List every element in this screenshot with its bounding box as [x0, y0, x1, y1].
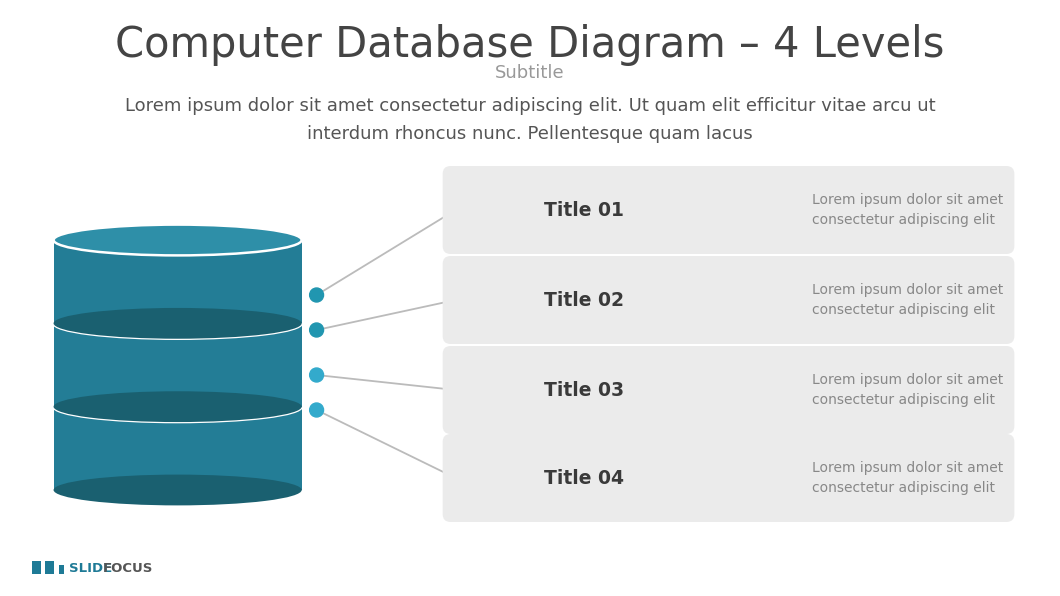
FancyBboxPatch shape — [32, 561, 40, 574]
Text: FOCUS: FOCUS — [103, 561, 154, 575]
Ellipse shape — [54, 308, 302, 339]
FancyBboxPatch shape — [443, 434, 1014, 522]
Text: Computer Database Diagram – 4 Levels: Computer Database Diagram – 4 Levels — [116, 24, 944, 66]
Text: Title 04: Title 04 — [544, 468, 624, 488]
Ellipse shape — [54, 391, 302, 422]
Text: Lorem ipsum dolor sit amet
consectetur adipiscing elit: Lorem ipsum dolor sit amet consectetur a… — [812, 372, 1003, 407]
Polygon shape — [54, 324, 302, 406]
Polygon shape — [54, 406, 302, 490]
Circle shape — [310, 403, 323, 417]
Circle shape — [310, 288, 323, 302]
FancyBboxPatch shape — [443, 346, 1014, 434]
Text: Title 02: Title 02 — [544, 290, 624, 309]
Ellipse shape — [54, 474, 302, 505]
Text: Lorem ipsum dolor sit amet consectetur adipiscing elit. Ut quam elit efficitur v: Lorem ipsum dolor sit amet consectetur a… — [125, 97, 935, 143]
Circle shape — [310, 323, 323, 337]
FancyBboxPatch shape — [443, 166, 1014, 254]
FancyBboxPatch shape — [58, 565, 65, 574]
Text: Lorem ipsum dolor sit amet
consectetur adipiscing elit: Lorem ipsum dolor sit amet consectetur a… — [812, 193, 1003, 227]
Text: SLIDE: SLIDE — [70, 561, 112, 575]
FancyBboxPatch shape — [443, 256, 1014, 344]
Text: Lorem ipsum dolor sit amet
consectetur adipiscing elit: Lorem ipsum dolor sit amet consectetur a… — [812, 461, 1003, 495]
Ellipse shape — [54, 308, 302, 339]
Ellipse shape — [54, 391, 302, 422]
Polygon shape — [54, 240, 302, 324]
Text: Title 01: Title 01 — [544, 200, 624, 219]
Text: Lorem ipsum dolor sit amet
consectetur adipiscing elit: Lorem ipsum dolor sit amet consectetur a… — [812, 283, 1003, 317]
Circle shape — [310, 368, 323, 382]
Text: Title 03: Title 03 — [544, 380, 624, 399]
Text: Subtitle: Subtitle — [495, 64, 565, 82]
Ellipse shape — [54, 225, 302, 256]
FancyBboxPatch shape — [45, 561, 54, 574]
